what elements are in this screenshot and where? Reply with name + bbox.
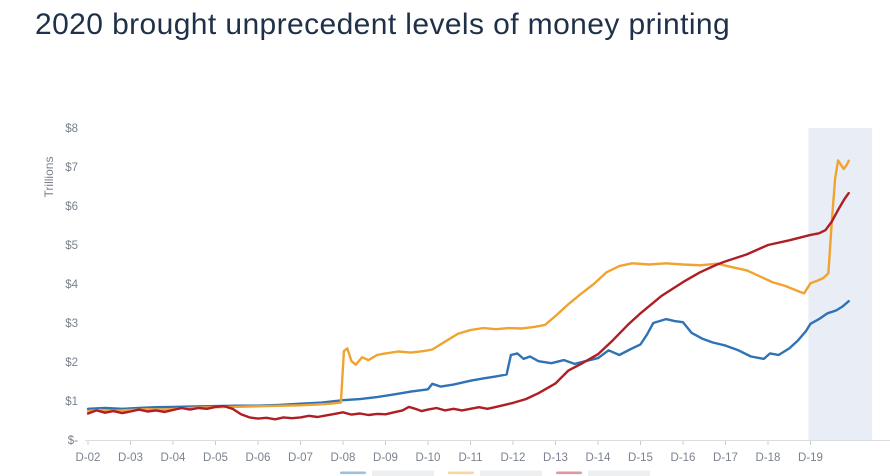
y-tick-label: $4: [65, 279, 78, 291]
x-tick-label: D-10: [416, 452, 441, 464]
legend-label-fragment: [372, 470, 434, 476]
x-tick-label: D-14: [586, 452, 612, 464]
y-axis-title: Trillions: [42, 157, 56, 198]
x-tick-label: D-04: [161, 452, 187, 464]
x-tick-label: D-13: [543, 452, 568, 464]
legend-swatch: [556, 471, 582, 475]
y-tick-label: $8: [65, 123, 78, 135]
chart-title: 2020 brought unprecedent levels of money…: [35, 8, 731, 41]
orange-series-line: [86, 159, 850, 413]
y-tick-label: $3: [65, 318, 78, 330]
x-tick-label: D-12: [501, 452, 526, 464]
legend-label-fragment: [588, 470, 650, 476]
legend-swatch: [448, 471, 474, 475]
x-tick-label: D-11: [458, 452, 482, 464]
x-tick-label: D-16: [671, 452, 696, 464]
y-tick-label: $5: [65, 240, 78, 252]
blue-series-line: [86, 300, 850, 410]
x-tick-label: D-19: [798, 452, 823, 464]
red-series-line: [86, 191, 850, 421]
y-tick-label: $7: [65, 162, 78, 174]
x-tick-label: D-08: [331, 452, 356, 464]
x-tick-label: D-17: [713, 452, 738, 464]
y-tick-label: $2: [65, 357, 78, 369]
x-tick-label: D-06: [246, 452, 271, 464]
y-tick-label: $1: [65, 396, 78, 408]
legend-label-fragment: [480, 470, 542, 476]
x-tick-label: D-07: [288, 452, 313, 464]
highlight-band-2020: [808, 128, 873, 440]
y-tick-label: $6: [65, 201, 78, 213]
x-tick-label: D-15: [628, 452, 653, 464]
x-tick-label: D-05: [203, 452, 228, 464]
x-tick-label: D-03: [118, 452, 143, 464]
x-tick-label: D-09: [373, 452, 398, 464]
legend-swatch: [340, 471, 366, 475]
y-tick-label: $-: [68, 435, 78, 447]
x-tick-label: D-02: [76, 452, 101, 464]
x-tick-label: D-18: [756, 452, 781, 464]
